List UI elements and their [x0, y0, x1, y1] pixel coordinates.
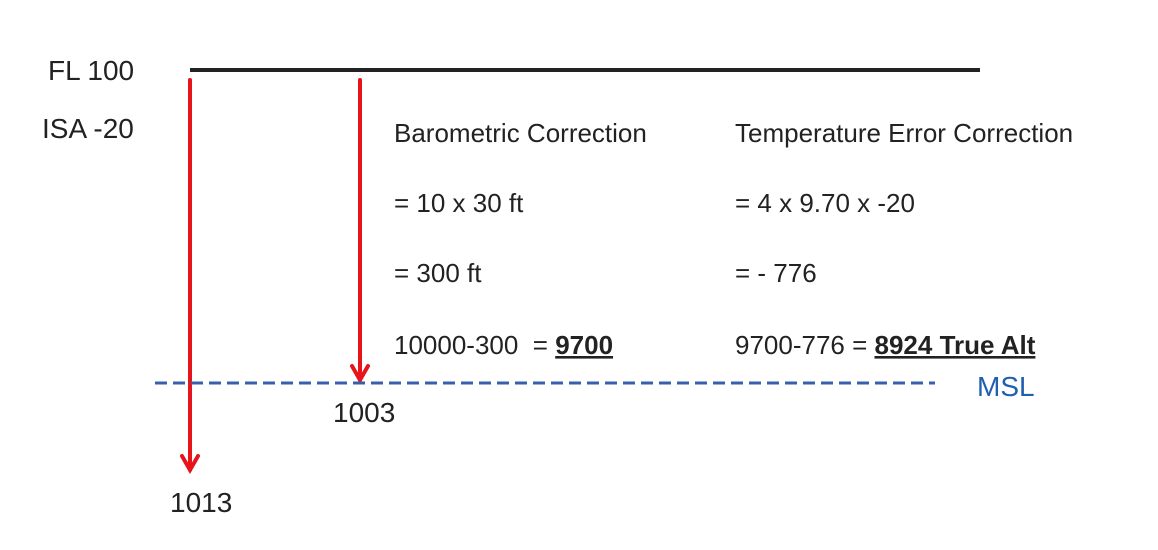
- arrow-1013: [180, 78, 200, 475]
- result-prefix: 10000-300 =: [394, 330, 555, 360]
- flight-level: FL 100: [48, 55, 134, 86]
- msl-label: MSL: [977, 371, 1035, 402]
- pressure-label: 1003: [333, 397, 395, 428]
- result-prefix: 9700-776 =: [735, 330, 875, 360]
- arrow-1003: [350, 78, 370, 385]
- result-value: 8924 True Alt: [875, 330, 1036, 360]
- column-title: Barometric Correction: [394, 118, 647, 148]
- calc-line: = 300 ft: [394, 258, 482, 288]
- calc-line: = 4 x 9.70 x -20: [735, 188, 915, 218]
- result-value: 9700: [555, 330, 613, 360]
- calc-line: = 10 x 30 ft: [394, 188, 524, 218]
- pressure-label: 1013: [170, 487, 232, 518]
- result-line: 10000-300 = 9700: [394, 330, 613, 360]
- isa: ISA -20: [42, 113, 134, 144]
- result-line: 9700-776 = 8924 True Alt: [735, 330, 1036, 360]
- calc-line: = - 776: [735, 258, 817, 288]
- column-title: Temperature Error Correction: [735, 118, 1073, 148]
